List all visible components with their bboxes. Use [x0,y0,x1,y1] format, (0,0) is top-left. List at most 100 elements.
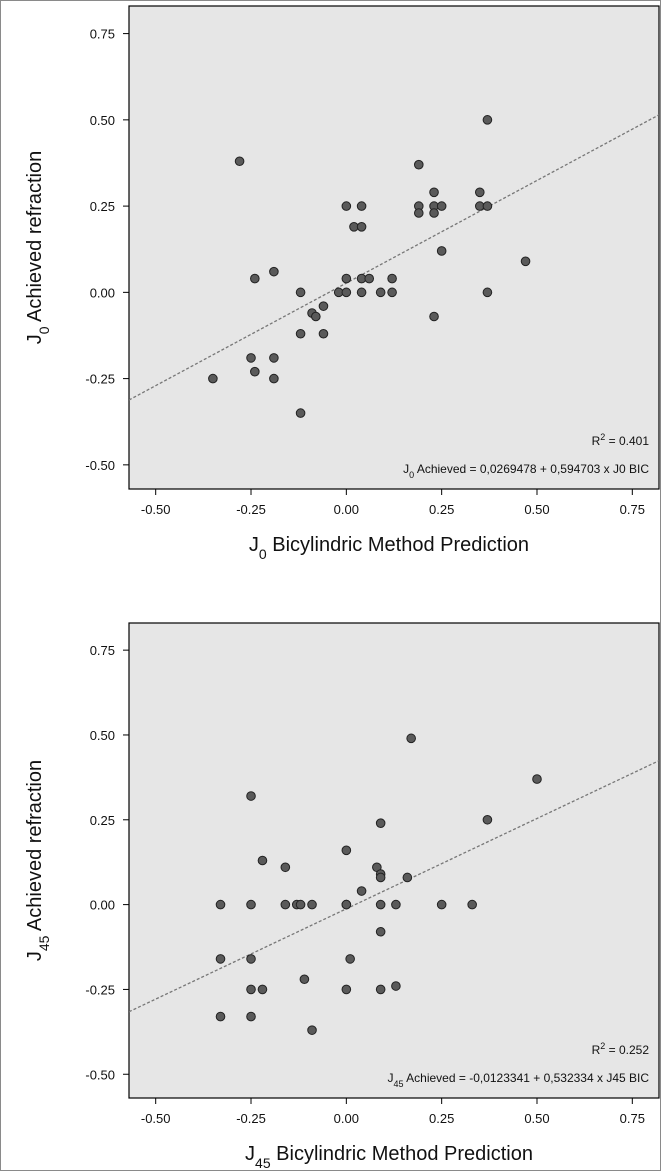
data-point [532,774,542,784]
x-tick-label: 0.75 [620,502,645,517]
y-tick-label: 0.00 [90,285,115,300]
y-tick-label: -0.50 [85,1067,115,1082]
data-point [246,1011,256,1022]
data-point [436,246,447,256]
data-point [406,733,416,744]
data-point [246,353,256,363]
data-point [364,273,375,284]
data-point [269,266,279,277]
regression-equation: J45 Achieved = -0,0123341 + 0,532334 x J… [387,1071,649,1089]
data-point [520,256,531,267]
data-point [375,984,386,995]
plot-area [128,622,660,1099]
data-point [474,187,485,198]
data-point [234,156,245,167]
data-point [257,855,268,866]
data-point [391,899,401,910]
r-squared-label: R2 = 0.252 [592,1041,650,1057]
y-tick-label: 0.75 [90,27,115,42]
x-tick-label: 0.50 [524,1111,549,1126]
data-point [356,222,367,232]
x-tick-label: -0.50 [141,502,171,517]
data-point [482,814,493,825]
data-point [269,353,279,363]
data-point [246,984,256,995]
data-point [215,954,226,964]
data-point [391,981,401,991]
regression-equation: J0 Achieved = 0,0269478 + 0,594703 x J0 … [403,462,649,480]
data-point [269,373,279,384]
data-point [311,311,321,322]
data-point [307,899,317,910]
data-point [375,926,386,937]
data-point [215,899,226,910]
data-point [387,273,397,284]
data-point [250,273,260,284]
x-tick-label: 0.50 [524,502,549,517]
data-point [295,899,306,910]
data-point [280,899,291,910]
data-point [356,287,367,298]
data-point [356,201,367,211]
data-point [375,872,386,883]
data-point [341,273,352,284]
x-tick-label: 0.75 [620,1111,645,1126]
data-point [375,287,386,298]
y-tick-label: 0.50 [90,728,115,743]
data-point [482,287,493,298]
y-tick-label: -0.25 [85,372,115,387]
data-point [318,328,329,339]
x-tick-label: -0.50 [141,1111,171,1126]
x-tick-label: 0.25 [429,1111,454,1126]
data-point [341,984,352,995]
y-tick-label: 0.25 [90,813,115,828]
data-point [402,872,413,883]
data-point [375,818,386,828]
data-point [208,373,218,384]
y-tick-label: 0.25 [90,199,115,214]
x-tick-label: 0.25 [429,502,454,517]
data-point [482,115,493,125]
x-tick-label: 0.00 [334,502,359,517]
plot-area [128,5,660,490]
data-point [467,899,477,910]
x-axis-label: J45 Bicylindric Method Prediction [245,1143,533,1171]
chart-panel-2: -0.50 -0.25 0.00 0.25 0.50 0.75 -0.50 -0.25 0.00… [24,622,660,1171]
fit-line [129,760,659,1013]
data-point [356,886,367,896]
data-point [429,208,439,218]
data-point [341,201,352,211]
data-point [345,954,355,964]
data-point [436,201,447,211]
data-point [295,287,306,298]
data-point [215,1011,226,1022]
fit-line [129,114,659,401]
x-tick-label: -0.25 [236,1111,266,1126]
data-point [295,328,306,339]
data-point [413,159,424,170]
data-point [299,974,310,985]
data-point [250,366,260,377]
data-point [413,208,424,218]
x-tick-label: 0.00 [334,1111,359,1126]
data-point [280,862,291,873]
data-point [436,899,447,910]
data-point [341,899,352,910]
data-point [429,311,439,322]
data-point [307,1025,317,1035]
x-axis-label: J0 Bicylindric Method Prediction [249,534,529,562]
x-tick-label: -0.25 [236,502,266,517]
data-point [341,845,352,856]
chart-panel-1: -0.50 -0.25 0.00 0.25 0.50 0.75 -0.50 -0.25 0.00… [24,5,660,562]
data-point [482,201,493,211]
y-tick-label: -0.50 [85,458,115,473]
data-point [257,984,268,995]
data-point [429,187,439,198]
data-point [246,954,256,964]
y-axis-label: J0 Achieved refraction [24,151,52,344]
y-tick-label: 0.00 [90,898,115,913]
data-point [387,287,397,298]
data-point [295,408,306,418]
